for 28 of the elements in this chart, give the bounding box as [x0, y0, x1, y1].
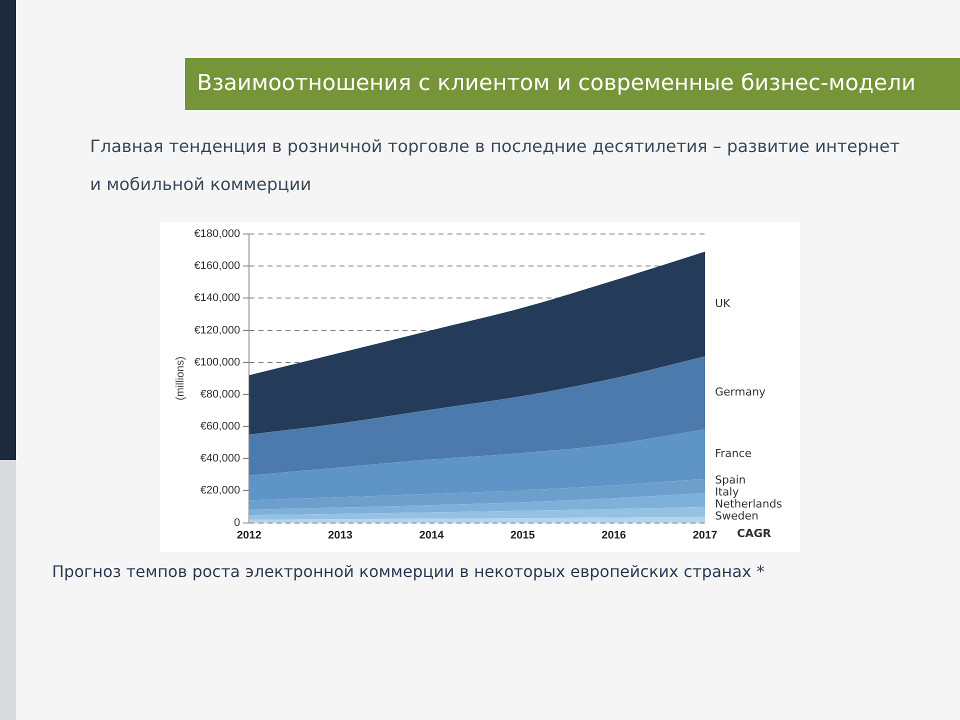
y-axis-title: (millions)	[174, 356, 187, 400]
y-tick-label: €100,000	[194, 356, 240, 368]
y-tick-label: €80,000	[200, 388, 240, 400]
y-tick-label: 0	[234, 516, 240, 529]
y-tick-label: €140,000	[194, 292, 240, 304]
series-label: Germany	[715, 386, 766, 399]
chart-subtitle: Главная тенденция в розничной торговле в последние десятилетия – развитие интернет и мобильной коммерции	[90, 136, 901, 197]
series-label: Netherlands	[715, 498, 782, 511]
chart-title: Взаимоотношения с клиентом и современные бизнес-модели	[185, 58, 960, 110]
x-tick-label: 2014	[419, 529, 445, 542]
series-label: Sweden	[715, 510, 758, 523]
x-tick-label: 2017	[692, 529, 718, 542]
y-tick-label: €180,000	[194, 228, 240, 240]
series-label: Spain	[715, 474, 746, 487]
y-tick-label: €40,000	[200, 452, 240, 465]
series-label: UK	[715, 296, 732, 310]
series-label: Italy	[715, 486, 740, 499]
x-tick-label: 2012	[236, 529, 262, 542]
y-tick-label: €60,000	[200, 420, 240, 433]
y-tick-label: €120,000	[194, 324, 240, 336]
series-label: France	[715, 446, 752, 460]
x-tick-label: 2016	[602, 529, 626, 542]
x-tick-label: 2015	[510, 529, 535, 542]
x-tick-label: 2013	[328, 529, 353, 542]
text: Прогноз темпов роста электронной коммерции в некоторых европейских странах *	[52, 562, 764, 581]
y-tick-label: €20,000	[200, 484, 240, 497]
text: CAGR	[737, 527, 772, 540]
y-tick-label: €160,000	[194, 260, 240, 272]
